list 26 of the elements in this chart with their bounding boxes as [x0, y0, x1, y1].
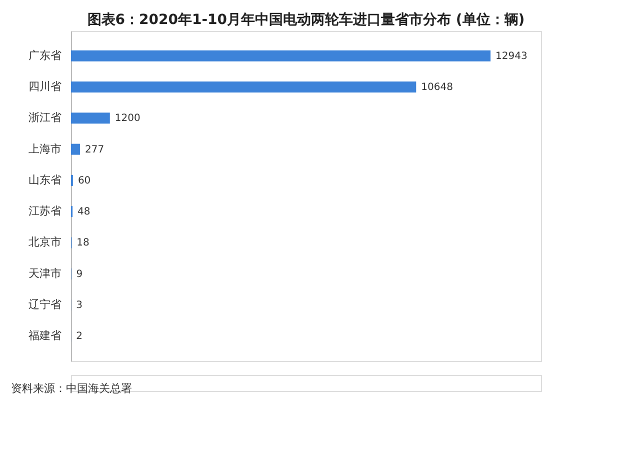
y-tick-label: 北京市	[28, 236, 62, 249]
bar	[71, 50, 491, 62]
y-tick-label: 辽宁省	[28, 298, 62, 311]
text: 资料来源：中国海关总署	[11, 382, 132, 395]
data-label: 2	[76, 331, 82, 342]
chart-title: 图表6：2020年1-10月年中国电动两轮车进口量省市分布 (单位：辆)	[87, 11, 525, 28]
data-label: 48	[78, 206, 90, 218]
y-tick-label: 四川省	[28, 80, 62, 94]
data-label: 1200	[114, 113, 140, 124]
y-tick-label: 广东省	[28, 48, 62, 62]
data-label: 10648	[421, 82, 453, 94]
data-label: 60	[78, 175, 91, 186]
bar	[71, 144, 80, 155]
data-label: 3	[76, 300, 82, 311]
y-tick-label: 山东省	[28, 173, 62, 186]
bar	[71, 112, 110, 124]
bar	[71, 82, 416, 93]
data-label: 18	[76, 238, 90, 249]
y-tick-label: 福建省	[28, 329, 62, 342]
data-label: 9	[76, 268, 83, 280]
y-tick-label: 江苏省	[28, 204, 62, 218]
data-label: 12943	[496, 50, 528, 62]
data-label: 277	[84, 144, 104, 156]
y-tick-label: 天津市	[28, 266, 62, 280]
y-tick-label: 浙江省	[28, 111, 62, 124]
y-tick-label: 上海市	[28, 142, 62, 156]
